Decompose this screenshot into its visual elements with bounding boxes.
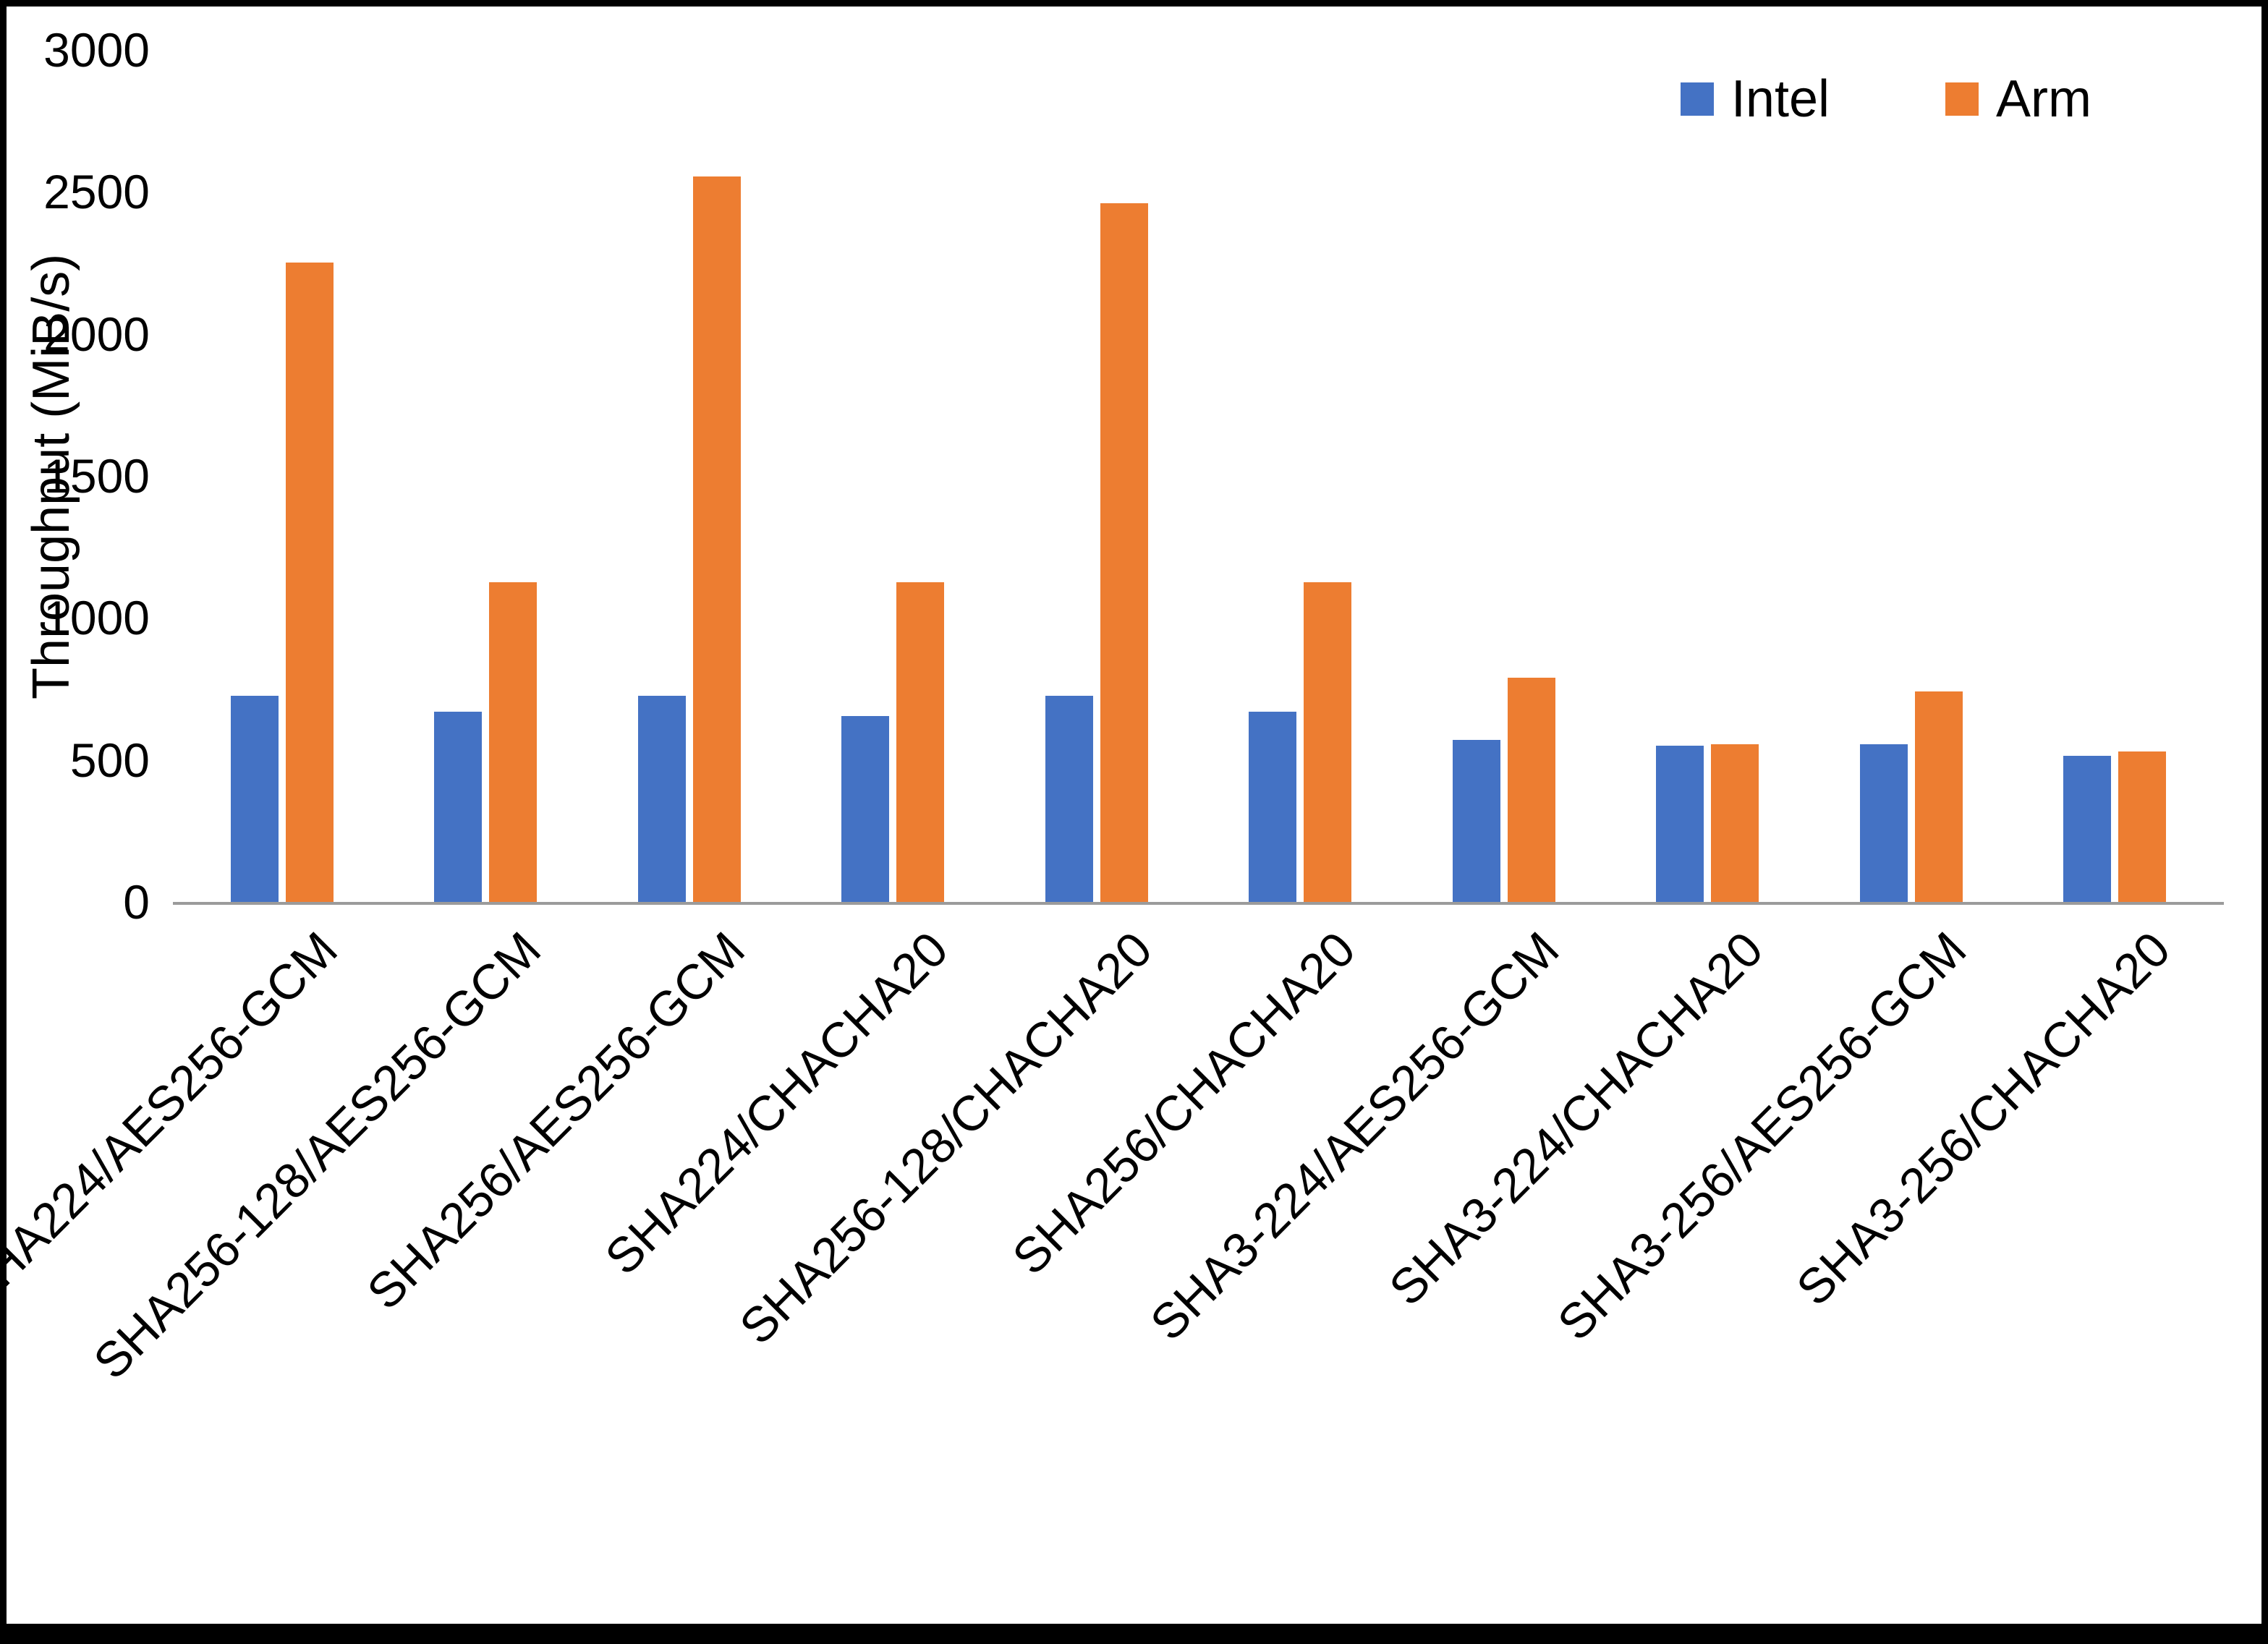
y-tick-label: 2000 bbox=[43, 307, 150, 361]
bar-intel bbox=[434, 712, 483, 902]
bar-arm bbox=[285, 263, 334, 902]
bar-intel bbox=[1859, 744, 1908, 902]
y-tick-label: 0 bbox=[123, 875, 150, 929]
bar-arm bbox=[2118, 751, 2167, 902]
x-axis-line bbox=[173, 902, 2224, 905]
x-axis-category-label: SHA3-224/AES256-GCM bbox=[1140, 921, 1570, 1351]
bar-intel bbox=[637, 696, 686, 902]
plot-area: 0 500 1000 1500 2000 2500 3000 SHA224/AES256-GC… bbox=[0, 7, 2261, 1624]
bar-arm bbox=[1914, 691, 1963, 902]
x-axis-category-label: SHA3-256/CHACHA20 bbox=[1785, 921, 2181, 1316]
legend-label-arm: Arm bbox=[1996, 70, 2091, 128]
y-tick-label: 1000 bbox=[43, 591, 150, 645]
bar-arm bbox=[692, 176, 741, 902]
x-axis-category-label: SHA256/AES256-GCM bbox=[356, 921, 755, 1320]
legend-item-arm: Arm bbox=[1945, 73, 2091, 125]
bar-intel bbox=[1249, 712, 1297, 902]
legend-swatch-arm bbox=[1945, 82, 1979, 116]
x-axis-category-label: SHA224/CHACHA20 bbox=[595, 921, 959, 1285]
y-tick-label: 3000 bbox=[43, 23, 150, 77]
bar-intel bbox=[230, 696, 279, 902]
bar-arm bbox=[489, 582, 538, 902]
bar-arm bbox=[1304, 582, 1352, 902]
legend-item-intel: Intel bbox=[1680, 70, 1830, 128]
x-axis-category-label: SHA3-224/CHACHA20 bbox=[1378, 921, 1774, 1316]
legend: Intel Arm bbox=[1680, 70, 2091, 128]
legend-swatch-intel bbox=[1680, 82, 1714, 116]
legend-label-intel: Intel bbox=[1730, 70, 1830, 128]
x-axis-category-label: SHA3-256/AES256-GCM bbox=[1547, 921, 1977, 1351]
x-axis-category-label: SHA256-128/CHACHA20 bbox=[729, 921, 1163, 1355]
x-axis-category-label: SHA224/AES256-GCM bbox=[0, 921, 348, 1320]
bar-intel bbox=[1452, 740, 1500, 902]
bar-intel bbox=[1656, 746, 1704, 902]
y-tick-label: 500 bbox=[69, 733, 150, 787]
y-tick-label: 1500 bbox=[43, 449, 150, 503]
bar-intel bbox=[1045, 696, 1093, 902]
bar-arm bbox=[1711, 744, 1759, 902]
x-axis-category-label: SHA256/CHACHA20 bbox=[1002, 921, 1367, 1285]
bar-arm bbox=[1100, 203, 1148, 902]
bar-arm bbox=[1507, 678, 1555, 902]
bar-arm bbox=[896, 582, 945, 902]
y-tick-label: 2500 bbox=[43, 165, 150, 219]
x-axis-category-label: SHA256-128/AES256-GCM bbox=[83, 921, 552, 1390]
bar-intel bbox=[2063, 756, 2112, 902]
bar-intel bbox=[841, 716, 890, 902]
